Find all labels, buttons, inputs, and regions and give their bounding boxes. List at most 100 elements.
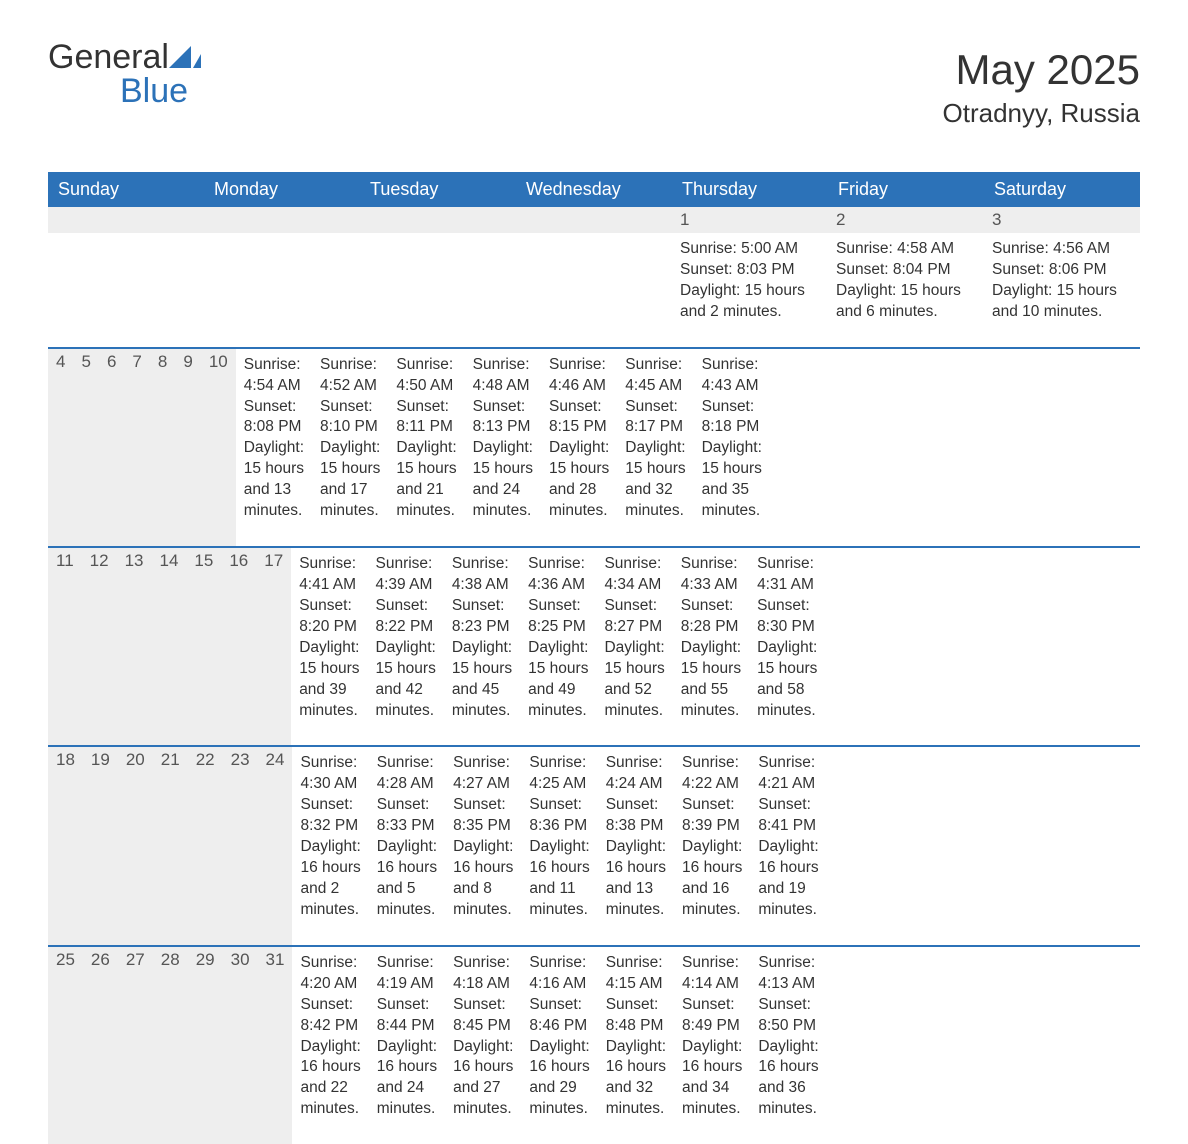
sunset-text: Sunset: 8:49 PM [682,995,742,1037]
day2-text: and 34 minutes. [682,1078,742,1120]
day-cell: Sunrise: 4:22 AMSunset: 8:39 PMDaylight:… [674,747,750,944]
day-header-tuesday: Tuesday [360,172,516,207]
day1-text: Daylight: 15 hours [604,638,664,680]
day-cell: Sunrise: 4:39 AMSunset: 8:22 PMDaylight:… [368,548,444,745]
day1-text: Daylight: 15 hours [757,638,817,680]
day-cell: Sunrise: 4:36 AMSunset: 8:25 PMDaylight:… [520,548,596,745]
day1-text: Daylight: 16 hours [453,1037,513,1079]
day1-text: Daylight: 16 hours [377,1037,437,1079]
day1-text: Daylight: 15 hours [528,638,588,680]
sunrise-text: Sunrise: 4:31 AM [757,554,817,596]
day-cell: Sunrise: 4:30 AMSunset: 8:32 PMDaylight:… [292,747,368,944]
sunset-text: Sunset: 8:48 PM [606,995,666,1037]
sunrise-text: Sunrise: 4:54 AM [244,355,304,397]
day1-text: Daylight: 16 hours [758,1037,818,1079]
sunrise-text: Sunrise: 4:24 AM [606,753,666,795]
day2-text: and 2 minutes. [680,302,820,323]
day1-text: Daylight: 15 hours [681,638,741,680]
day-number-8: 8 [150,349,175,546]
sunset-text: Sunset: 8:22 PM [376,596,436,638]
sunset-text: Sunset: 8:45 PM [453,995,513,1037]
day-number-1: 1 [672,207,828,233]
logo-text-general: General [48,38,169,76]
day1-text: Daylight: 15 hours [244,438,304,480]
sunrise-text: Sunrise: 4:22 AM [682,753,742,795]
sunrise-text: Sunrise: 4:25 AM [529,753,589,795]
day-header-monday: Monday [204,172,360,207]
content-row: Sunrise: 4:54 AMSunset: 8:08 PMDaylight:… [236,349,770,546]
day1-text: Daylight: 16 hours [529,837,589,879]
day2-text: and 13 minutes. [606,879,666,921]
sunset-text: Sunset: 8:50 PM [758,995,818,1037]
day-cell: Sunrise: 4:14 AMSunset: 8:49 PMDaylight:… [674,947,750,1144]
content-row: Sunrise: 5:00 AMSunset: 8:03 PMDaylight:… [48,233,1140,347]
day-cell: Sunrise: 4:33 AMSunset: 8:28 PMDaylight:… [673,548,749,745]
day-header-sunday: Sunday [48,172,204,207]
sunrise-text: Sunrise: 4:28 AM [377,753,437,795]
sunset-text: Sunset: 8:32 PM [300,795,360,837]
sunrise-text: Sunrise: 4:39 AM [376,554,436,596]
day-number-6: 6 [99,349,124,546]
day-number-20: 20 [118,747,153,944]
day-cell: Sunrise: 4:54 AMSunset: 8:08 PMDaylight:… [236,349,312,546]
day-cell-empty [204,233,360,347]
daynum-row: 45678910 [48,349,236,546]
day2-text: and 17 minutes. [320,480,380,522]
day-cell: Sunrise: 4:41 AMSunset: 8:20 PMDaylight:… [291,548,367,745]
content-row: Sunrise: 4:41 AMSunset: 8:20 PMDaylight:… [291,548,825,745]
sunset-text: Sunset: 8:03 PM [680,260,820,281]
sunrise-text: Sunrise: 4:46 AM [549,355,609,397]
day2-text: and 24 minutes. [473,480,533,522]
sunrise-text: Sunrise: 4:41 AM [299,554,359,596]
week-4: 25262728293031Sunrise: 4:20 AMSunset: 8:… [48,945,1140,1144]
week-3: 18192021222324Sunrise: 4:30 AMSunset: 8:… [48,745,1140,944]
weeks-container: 123Sunrise: 5:00 AMSunset: 8:03 PMDaylig… [48,207,1140,1144]
day2-text: and 35 minutes. [702,480,762,522]
day2-text: and 13 minutes. [244,480,304,522]
day1-text: Daylight: 15 hours [836,281,976,302]
day-header-row: SundayMondayTuesdayWednesdayThursdayFrid… [48,172,1140,207]
day-number-15: 15 [186,548,221,745]
day-cell: Sunrise: 5:00 AMSunset: 8:03 PMDaylight:… [672,233,828,347]
day1-text: Daylight: 16 hours [529,1037,589,1079]
sunrise-text: Sunrise: 4:21 AM [758,753,818,795]
sunrise-text: Sunrise: 4:20 AM [300,953,360,995]
sunset-text: Sunset: 8:10 PM [320,397,380,439]
day-number-28: 28 [153,947,188,1144]
sunrise-text: Sunrise: 4:36 AM [528,554,588,596]
content-row: Sunrise: 4:30 AMSunset: 8:32 PMDaylight:… [292,747,826,944]
day2-text: and 2 minutes. [300,879,360,921]
day2-text: and 29 minutes. [529,1078,589,1120]
day-number-9: 9 [175,349,200,546]
daynum-row: 123 [48,207,1140,233]
sunrise-text: Sunrise: 4:58 AM [836,239,976,260]
day-cell: Sunrise: 4:20 AMSunset: 8:42 PMDaylight:… [292,947,368,1144]
day-number-3: 3 [984,207,1140,233]
sunrise-text: Sunrise: 4:18 AM [453,953,513,995]
day1-text: Daylight: 15 hours [625,438,685,480]
day-cell: Sunrise: 4:27 AMSunset: 8:35 PMDaylight:… [445,747,521,944]
sunrise-text: Sunrise: 4:13 AM [758,953,818,995]
sunset-text: Sunset: 8:15 PM [549,397,609,439]
day1-text: Daylight: 16 hours [758,837,818,879]
calendar: SundayMondayTuesdayWednesdayThursdayFrid… [48,172,1140,1144]
day2-text: and 8 minutes. [453,879,513,921]
day-number-16: 16 [221,548,256,745]
day1-text: Daylight: 16 hours [682,1037,742,1079]
day-cell: Sunrise: 4:31 AMSunset: 8:30 PMDaylight:… [749,548,825,745]
day2-text: and 19 minutes. [758,879,818,921]
day-cell-empty [360,233,516,347]
day1-text: Daylight: 16 hours [682,837,742,879]
sunrise-text: Sunrise: 4:38 AM [452,554,512,596]
sunset-text: Sunset: 8:25 PM [528,596,588,638]
day-cell: Sunrise: 4:38 AMSunset: 8:23 PMDaylight:… [444,548,520,745]
day-cell: Sunrise: 4:15 AMSunset: 8:48 PMDaylight:… [598,947,674,1144]
day2-text: and 32 minutes. [625,480,685,522]
week-0: 123Sunrise: 5:00 AMSunset: 8:03 PMDaylig… [48,207,1140,347]
day-cell: Sunrise: 4:43 AMSunset: 8:18 PMDaylight:… [694,349,770,546]
day-number-empty [204,207,360,233]
week-1: 45678910Sunrise: 4:54 AMSunset: 8:08 PMD… [48,347,1140,546]
day2-text: and 11 minutes. [529,879,589,921]
day-cell: Sunrise: 4:21 AMSunset: 8:41 PMDaylight:… [750,747,826,944]
sunrise-text: Sunrise: 4:15 AM [606,953,666,995]
